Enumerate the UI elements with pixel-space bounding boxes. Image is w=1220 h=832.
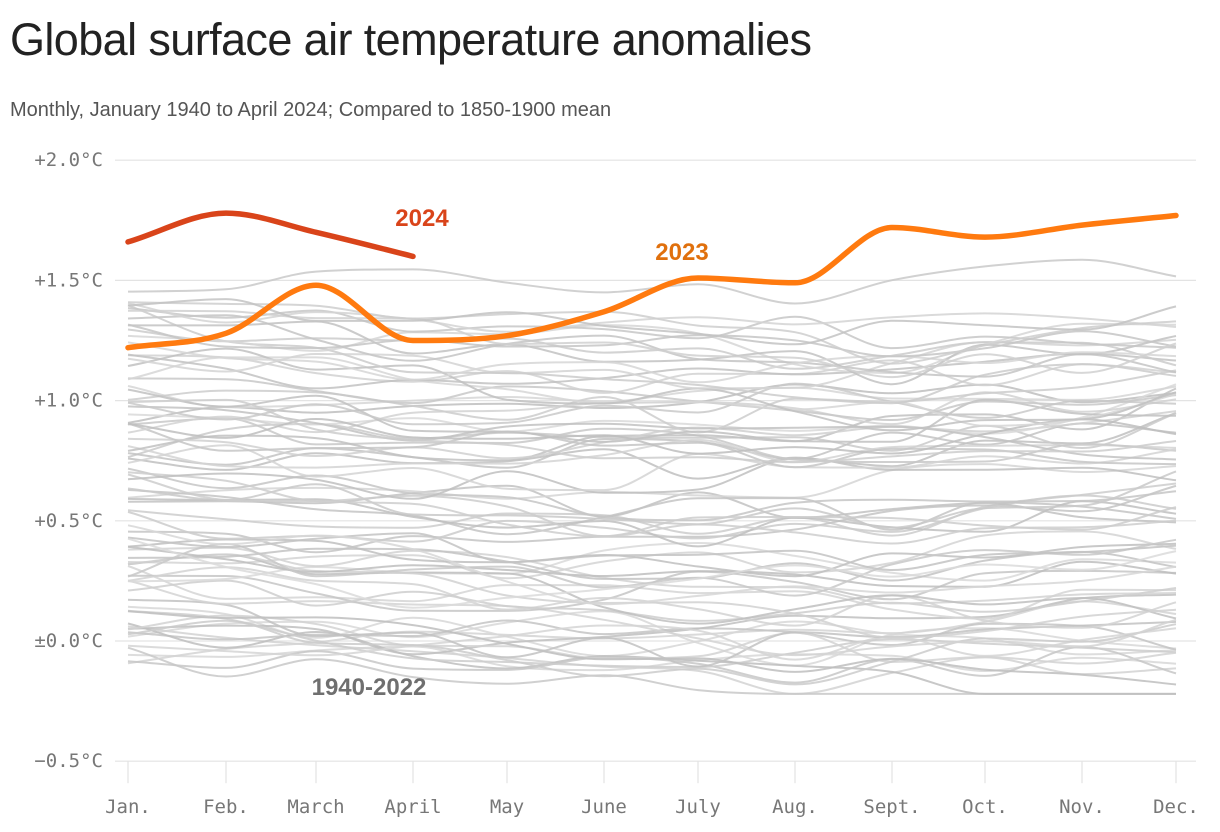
- x-tick-label: Oct.: [962, 796, 1008, 818]
- x-tick-label: Dec.: [1153, 796, 1199, 818]
- history-line: [127, 532, 1177, 572]
- history-line: [127, 470, 1177, 529]
- y-tick-label: +1.0°C: [34, 390, 103, 412]
- history-line: [127, 497, 1177, 548]
- history-line: [127, 609, 1177, 669]
- history-line: [127, 417, 1177, 455]
- highlight-lines: [125, 210, 1179, 351]
- history-line: [127, 382, 1177, 426]
- y-tick-label: +2.0°C: [34, 149, 103, 171]
- label-2023: 2023: [655, 239, 708, 266]
- series-labels: 2024 2023 1940-2022: [312, 205, 709, 701]
- history-line: [127, 553, 1177, 625]
- chart-title: Global surface air temperature anomalies: [10, 14, 812, 65]
- history-line: [127, 537, 1177, 609]
- history-line: [127, 356, 1177, 427]
- history-line: [127, 471, 1177, 545]
- history-line: [127, 610, 1177, 686]
- label-1940-2022: 1940-2022: [312, 674, 427, 701]
- history-line: [127, 538, 1177, 597]
- history-line: [127, 598, 1177, 668]
- x-axis-ticks: Jan. Feb. March April May June July Aug. Sept. Oc…: [105, 761, 1199, 818]
- y-tick-label: +1.5°C: [34, 269, 103, 291]
- x-tick-label: April: [384, 796, 441, 818]
- history-line: [127, 473, 1177, 538]
- history-line: [127, 448, 1177, 482]
- y-tick-label: ±0.0°C: [34, 630, 103, 652]
- gridlines: [115, 159, 1196, 762]
- history-line: [127, 547, 1177, 582]
- history-line: [127, 322, 1177, 375]
- history-line: [127, 307, 1177, 350]
- history-line: [127, 463, 1177, 500]
- history-line: [127, 388, 1177, 443]
- history-line: [127, 383, 1177, 424]
- history-line: [127, 438, 1177, 469]
- history-line: [127, 301, 1177, 365]
- history-line: [127, 398, 1177, 464]
- line-2024: [125, 210, 416, 260]
- history-line: [127, 579, 1177, 622]
- x-tick-label: March: [287, 796, 344, 818]
- history-line: [127, 553, 1177, 639]
- x-tick-label: Aug.: [772, 796, 818, 818]
- history-line: [127, 309, 1177, 379]
- history-line: [127, 412, 1177, 500]
- label-2024: 2024: [395, 205, 449, 232]
- x-tick-label: June: [581, 796, 627, 818]
- y-tick-label: −0.5°C: [34, 750, 103, 772]
- y-tick-label: +0.5°C: [34, 510, 103, 532]
- history-line: [127, 422, 1177, 469]
- history-line: [127, 619, 1177, 686]
- history-line: [127, 298, 1177, 346]
- history-line: [127, 347, 1177, 432]
- y-axis-ticks: +2.0°C +1.5°C +1.0°C +0.5°C ±0.0°C −0.5°C: [34, 149, 103, 772]
- history-line: [127, 341, 1177, 384]
- history-line: [127, 323, 1177, 358]
- x-tick-label: Nov.: [1059, 796, 1105, 818]
- history-lines-1940-2022: [127, 258, 1177, 695]
- history-line: [127, 383, 1177, 435]
- line-2023: [125, 212, 1179, 351]
- history-line: [127, 314, 1177, 378]
- x-tick-label: July: [675, 796, 721, 818]
- history-line: [127, 593, 1177, 656]
- x-tick-label: Feb.: [203, 796, 249, 818]
- history-line: [127, 579, 1177, 657]
- x-tick-label: May: [490, 796, 524, 818]
- history-line: [127, 524, 1177, 606]
- history-line: [127, 304, 1177, 405]
- history-line: [127, 302, 1177, 333]
- x-tick-label: Jan.: [105, 796, 151, 818]
- x-tick-label: Sept.: [863, 796, 920, 818]
- history-line: [127, 369, 1177, 434]
- history-line: [127, 538, 1177, 578]
- history-line: [127, 405, 1177, 461]
- history-line: [127, 467, 1177, 522]
- history-line: [127, 565, 1177, 620]
- history-line: [127, 624, 1177, 661]
- history-line: [127, 541, 1177, 583]
- history-line: [127, 444, 1177, 492]
- chart-subtitle: Monthly, January 1940 to April 2024; Com…: [10, 99, 612, 121]
